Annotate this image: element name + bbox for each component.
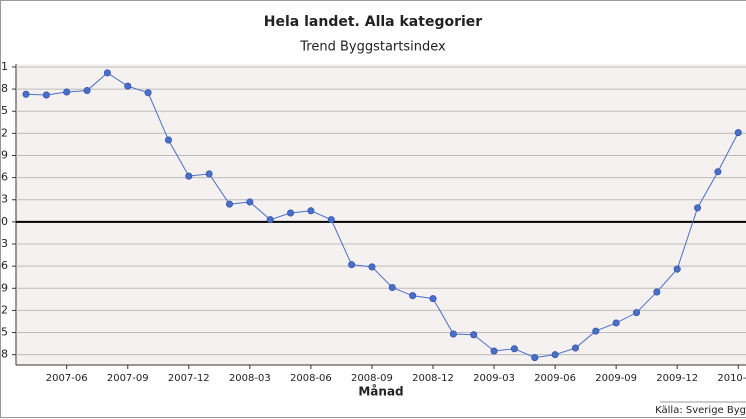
y-tick-label: 12 — [0, 126, 8, 139]
data-point — [205, 170, 213, 178]
data-point — [388, 284, 396, 292]
x-axis-title: Månad — [358, 385, 403, 399]
data-point — [327, 216, 335, 224]
y-tick-label: 21 — [0, 60, 8, 73]
data-point — [531, 354, 539, 362]
data-point — [449, 330, 457, 338]
data-point — [287, 209, 295, 217]
data-point — [653, 288, 661, 296]
data-point — [42, 91, 50, 99]
y-tick-label: -9 — [0, 281, 8, 294]
x-tick-label: 2007-09 — [107, 373, 149, 384]
data-point — [348, 261, 356, 269]
data-point — [734, 129, 742, 137]
data-point — [673, 265, 681, 273]
chart-title: Hela landet. Alla kategorier — [264, 14, 482, 30]
y-tick-label: 18 — [0, 82, 8, 95]
data-point — [571, 344, 579, 352]
data-point — [551, 351, 559, 359]
data-point — [470, 331, 478, 339]
y-tick-label: 6 — [1, 171, 8, 184]
data-point — [164, 136, 172, 144]
data-point — [63, 88, 71, 96]
data-point — [612, 319, 620, 327]
data-point — [103, 69, 111, 77]
data-point — [368, 263, 376, 271]
data-point — [246, 198, 254, 206]
x-tick-label: 2007-06 — [46, 373, 88, 384]
x-tick-label: 2009-09 — [595, 373, 637, 384]
x-tick-label: 2010-03 — [717, 373, 746, 384]
data-point — [714, 168, 722, 176]
series-line — [25, 72, 739, 359]
y-tick-label: 9 — [1, 148, 8, 161]
x-tick-label: 2008-03 — [229, 373, 271, 384]
data-point — [307, 207, 315, 215]
data-point — [592, 327, 600, 335]
data-point — [510, 345, 518, 353]
x-tick-label: 2008-06 — [290, 373, 332, 384]
y-tick-label: -12 — [0, 303, 8, 316]
data-point — [144, 89, 152, 97]
x-tick-label: 2009-12 — [656, 373, 698, 384]
y-tick-label: -15 — [0, 326, 8, 339]
data-point — [83, 87, 91, 95]
data-point — [226, 200, 234, 208]
x-tick-label: 2008-12 — [412, 373, 454, 384]
y-tick-label: -6 — [0, 259, 8, 272]
data-point — [429, 295, 437, 303]
y-tick-label: -3 — [0, 237, 8, 250]
data-point — [124, 82, 132, 90]
data-point — [22, 90, 30, 98]
data-point — [409, 292, 417, 300]
plot-area — [16, 64, 746, 365]
chart-subtitle: Trend Byggstartsindex — [299, 40, 446, 55]
x-tick-label: 2008-09 — [351, 373, 393, 384]
x-tick-label: 2009-06 — [534, 373, 576, 384]
y-tick-label: 3 — [1, 193, 8, 206]
data-point — [490, 347, 498, 355]
y-tick-label: -18 — [0, 348, 8, 361]
data-point — [632, 309, 640, 317]
source: Källa: Sverige Byg — [655, 405, 746, 416]
data-point — [185, 172, 193, 180]
x-tick-label: 2009-03 — [473, 373, 515, 384]
x-tick-label: 2007-12 — [168, 373, 210, 384]
data-point — [266, 216, 274, 224]
data-point — [694, 204, 702, 212]
y-tick-label: 15 — [0, 104, 8, 117]
y-tick-label: 0 — [1, 215, 8, 228]
